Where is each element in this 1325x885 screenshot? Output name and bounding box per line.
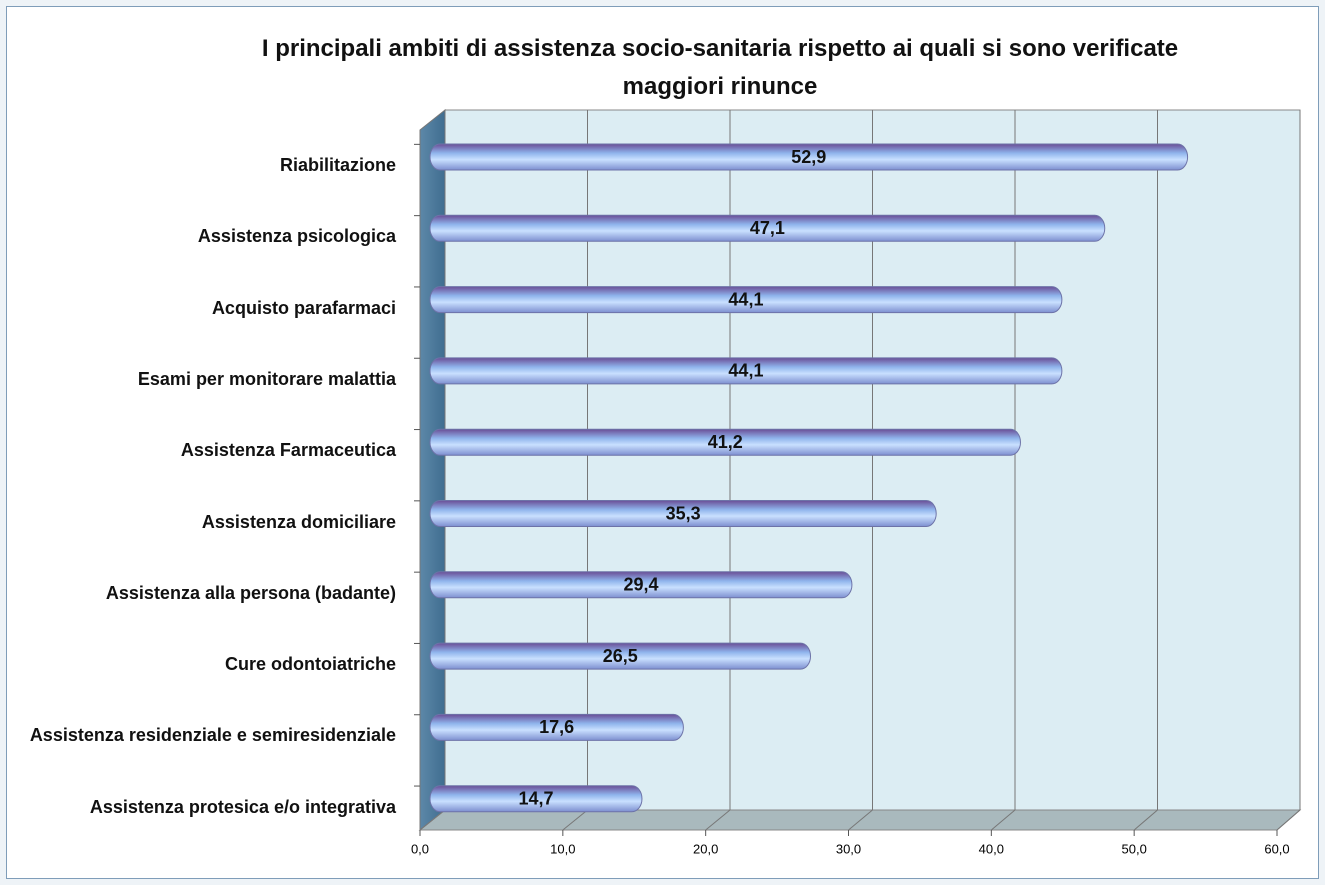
- bar: [429, 286, 1063, 314]
- bar: [429, 500, 937, 527]
- floor-grid-line: [991, 809, 1016, 831]
- bar: [429, 785, 643, 813]
- chart-title: I principali ambiti di assistenza socio-…: [261, 35, 1179, 100]
- x-tick-label: 40,0: [979, 841, 1004, 856]
- bar: [429, 214, 1106, 242]
- x-tick-label: 30,0: [836, 841, 861, 856]
- floor-grid-line: [562, 809, 588, 831]
- floor-grid-line: [1276, 809, 1301, 831]
- y-tick-label-box: Cure odontoiatriche: [8, 652, 396, 676]
- value-label: 29,4: [623, 575, 658, 595]
- y-tick-label: Acquisto parafarmaci: [211, 297, 396, 318]
- x-tick-label: 10,0: [550, 841, 575, 856]
- y-tick-label: Cure odontoiatriche: [224, 654, 396, 675]
- y-tick-label-box: Assistenza psicologica: [8, 224, 396, 248]
- value-label: 26,5: [603, 646, 638, 666]
- y-tick-label-box: Riabilitazione: [8, 153, 396, 177]
- y-tick-label-box: Esami per monitorare malattia: [8, 367, 396, 391]
- value-label: 52,9: [791, 147, 826, 167]
- value-label: 47,1: [750, 218, 785, 238]
- y-tick-label: Assistenza psicologica: [197, 226, 396, 247]
- x-tick-label: 50,0: [1122, 841, 1147, 856]
- y-tick-label: Assistenza alla persona (badante): [105, 582, 396, 603]
- y-tick-label: Assistenza protesica e/o integrativa: [89, 796, 396, 817]
- x-tick-label: 20,0: [693, 841, 718, 856]
- floor-grid-line: [1133, 809, 1158, 831]
- bar: [429, 571, 853, 599]
- x-tick-label: 60,0: [1264, 841, 1289, 856]
- y-tick-label: Riabilitazione: [279, 155, 396, 175]
- y-tick-label-box: Assistenza alla persona (badante): [8, 581, 396, 605]
- y-tick-label: Assistenza domiciliare: [201, 511, 396, 532]
- floor-grid-line: [848, 809, 873, 831]
- bar: [429, 428, 1021, 456]
- y-tick-label: Assistenza residenziale e semiresidenzia…: [29, 725, 396, 746]
- bar: [429, 357, 1063, 385]
- y-tick-label-box: Assistenza residenziale e semiresidenzia…: [8, 723, 396, 747]
- value-label: 35,3: [666, 503, 701, 523]
- y-tick-label: Esami per monitorare malattia: [137, 368, 396, 389]
- value-label: 44,1: [728, 289, 763, 309]
- value-label: 17,6: [539, 717, 574, 737]
- y-tick-label-box: Assistenza Farmaceutica: [8, 438, 396, 462]
- value-label: 44,1: [728, 361, 763, 381]
- y-tick-label-box: Assistenza protesica e/o integrativa: [8, 795, 396, 819]
- x-tick-label: 0,0: [411, 841, 429, 856]
- value-label: 41,2: [708, 432, 743, 452]
- bar: [429, 143, 1189, 171]
- floor-grid-line: [419, 809, 446, 831]
- bar: [429, 642, 812, 670]
- y-tick-label-box: Acquisto parafarmaci: [8, 296, 396, 320]
- floor-grid-line: [705, 809, 731, 831]
- y-tick-label-box: Assistenza domiciliare: [8, 510, 396, 534]
- bar: [429, 713, 684, 741]
- y-tick-label: Assistenza Farmaceutica: [180, 440, 396, 461]
- value-label: 14,7: [518, 788, 553, 808]
